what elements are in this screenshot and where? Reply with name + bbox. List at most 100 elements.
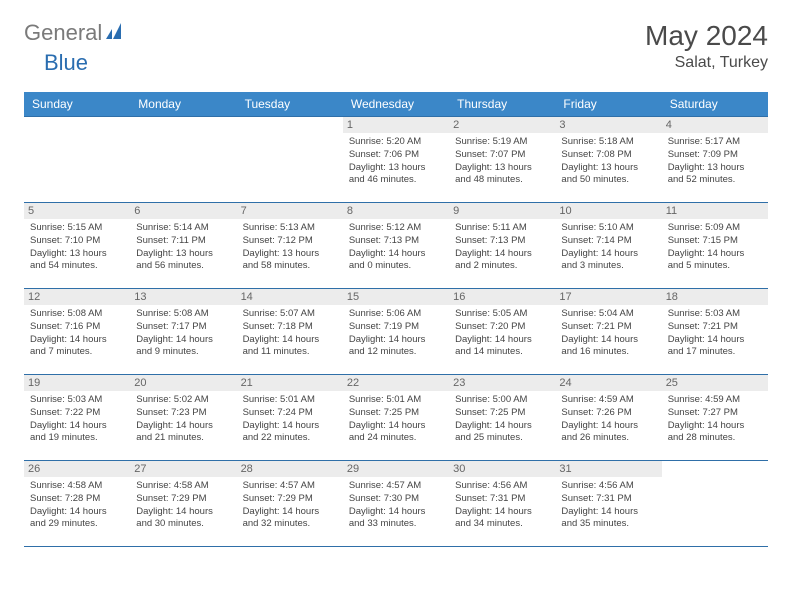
day-number: 2 [449, 117, 555, 133]
calendar-table: Sunday Monday Tuesday Wednesday Thursday… [24, 92, 768, 547]
day-info: Sunrise: 4:57 AMSunset: 7:30 PMDaylight:… [349, 480, 443, 531]
calendar-cell: 21 Sunrise: 5:01 AMSunset: 7:24 PMDayligh… [237, 375, 343, 461]
day-number: 31 [555, 461, 661, 477]
calendar-week-row: 5 Sunrise: 5:15 AMSunset: 7:10 PMDaylight… [24, 203, 768, 289]
calendar-cell: 29 Sunrise: 4:57 AMSunset: 7:30 PMDayligh… [343, 461, 449, 547]
day-number: 30 [449, 461, 555, 477]
day-info: Sunrise: 4:56 AMSunset: 7:31 PMDaylight:… [561, 480, 655, 531]
day-number: 17 [555, 289, 661, 305]
day-info: Sunrise: 5:01 AMSunset: 7:25 PMDaylight:… [349, 394, 443, 445]
day-info: Sunrise: 5:10 AMSunset: 7:14 PMDaylight:… [561, 222, 655, 273]
day-info: Sunrise: 5:20 AMSunset: 7:06 PMDaylight:… [349, 136, 443, 187]
day-header-row: Sunday Monday Tuesday Wednesday Thursday… [24, 92, 768, 117]
day-info: Sunrise: 5:18 AMSunset: 7:08 PMDaylight:… [561, 136, 655, 187]
day-info: Sunrise: 5:05 AMSunset: 7:20 PMDaylight:… [455, 308, 549, 359]
day-info: Sunrise: 5:12 AMSunset: 7:13 PMDaylight:… [349, 222, 443, 273]
calendar-cell: 1 Sunrise: 5:20 AMSunset: 7:06 PMDaylight… [343, 117, 449, 203]
calendar-cell: 13Sunrise: 5:08 AMSunset: 7:17 PMDayligh… [130, 289, 236, 375]
calendar-cell: 23 Sunrise: 5:00 AMSunset: 7:25 PMDayligh… [449, 375, 555, 461]
calendar-cell: 10 Sunrise: 5:10 AMSunset: 7:14 PMDayligh… [555, 203, 661, 289]
calendar-cell: 9Sunrise: 5:11 AMSunset: 7:13 PMDaylight… [449, 203, 555, 289]
logo-text-general: General [24, 20, 102, 46]
day-info: Sunrise: 5:01 AMSunset: 7:24 PMDaylight:… [243, 394, 337, 445]
day-number: 29 [343, 461, 449, 477]
day-number [130, 117, 236, 133]
calendar-cell: 15Sunrise: 5:06 AMSunset: 7:19 PMDayligh… [343, 289, 449, 375]
calendar-cell: 17 Sunrise: 5:04 AMSunset: 7:21 PMDayligh… [555, 289, 661, 375]
day-header: Wednesday [343, 92, 449, 117]
logo: General [24, 20, 130, 46]
day-number: 21 [237, 375, 343, 391]
day-number: 10 [555, 203, 661, 219]
day-info: Sunrise: 5:04 AMSunset: 7:21 PMDaylight:… [561, 308, 655, 359]
day-number: 4 [662, 117, 768, 133]
calendar-week-row: 1 Sunrise: 5:20 AMSunset: 7:06 PMDaylight… [24, 117, 768, 203]
day-number: 9 [449, 203, 555, 219]
day-info: Sunrise: 5:08 AMSunset: 7:17 PMDaylight:… [136, 308, 230, 359]
day-number: 11 [662, 203, 768, 219]
day-number: 22 [343, 375, 449, 391]
day-info: Sunrise: 4:58 AMSunset: 7:28 PMDaylight:… [30, 480, 124, 531]
day-info: Sunrise: 5:08 AMSunset: 7:16 PMDaylight:… [30, 308, 124, 359]
day-info: Sunrise: 5:02 AMSunset: 7:23 PMDaylight:… [136, 394, 230, 445]
day-header: Thursday [449, 92, 555, 117]
day-number: 7 [237, 203, 343, 219]
calendar-cell: 8Sunrise: 5:12 AMSunset: 7:13 PMDaylight… [343, 203, 449, 289]
calendar-cell: 5 Sunrise: 5:15 AMSunset: 7:10 PMDaylight… [24, 203, 130, 289]
calendar-cell: 25 Sunrise: 4:59 AMSunset: 7:27 PMDayligh… [662, 375, 768, 461]
day-info: Sunrise: 5:14 AMSunset: 7:11 PMDaylight:… [136, 222, 230, 273]
day-info: Sunrise: 5:15 AMSunset: 7:10 PMDaylight:… [30, 222, 124, 273]
day-info: Sunrise: 5:00 AMSunset: 7:25 PMDaylight:… [455, 394, 549, 445]
calendar-cell: 19 Sunrise: 5:03 AMSunset: 7:22 PMDayligh… [24, 375, 130, 461]
calendar-cell: 31 Sunrise: 4:56 AMSunset: 7:31 PMDayligh… [555, 461, 661, 547]
day-header: Sunday [24, 92, 130, 117]
calendar-cell: 24Sunrise: 4:59 AMSunset: 7:26 PMDayligh… [555, 375, 661, 461]
day-header: Saturday [662, 92, 768, 117]
calendar-week-row: 26 Sunrise: 4:58 AMSunset: 7:28 PMDayligh… [24, 461, 768, 547]
day-number [24, 117, 130, 133]
calendar-cell: 22 Sunrise: 5:01 AMSunset: 7:25 PMDayligh… [343, 375, 449, 461]
calendar-cell: 11 Sunrise: 5:09 AMSunset: 7:15 PMDayligh… [662, 203, 768, 289]
day-number: 28 [237, 461, 343, 477]
day-number: 12 [24, 289, 130, 305]
day-info: Sunrise: 5:07 AMSunset: 7:18 PMDaylight:… [243, 308, 337, 359]
day-number: 20 [130, 375, 236, 391]
day-info: Sunrise: 5:03 AMSunset: 7:21 PMDaylight:… [668, 308, 762, 359]
calendar-cell: 12 Sunrise: 5:08 AMSunset: 7:16 PMDayligh… [24, 289, 130, 375]
day-number: 25 [662, 375, 768, 391]
day-number [237, 117, 343, 133]
day-number: 5 [24, 203, 130, 219]
day-number: 18 [662, 289, 768, 305]
day-number: 24 [555, 375, 661, 391]
day-header: Tuesday [237, 92, 343, 117]
calendar-week-row: 19 Sunrise: 5:03 AMSunset: 7:22 PMDayligh… [24, 375, 768, 461]
day-number [662, 461, 768, 477]
day-number: 19 [24, 375, 130, 391]
day-number: 1 [343, 117, 449, 133]
day-info: Sunrise: 4:57 AMSunset: 7:29 PMDaylight:… [243, 480, 337, 531]
chart-icon [106, 23, 128, 44]
calendar-cell [662, 461, 768, 547]
logo-text-blue: Blue [44, 50, 88, 75]
day-info: Sunrise: 5:09 AMSunset: 7:15 PMDaylight:… [668, 222, 762, 273]
calendar-week-row: 12 Sunrise: 5:08 AMSunset: 7:16 PMDayligh… [24, 289, 768, 375]
day-info: Sunrise: 4:59 AMSunset: 7:27 PMDaylight:… [668, 394, 762, 445]
calendar-cell: 6Sunrise: 5:14 AMSunset: 7:11 PMDaylight… [130, 203, 236, 289]
day-number: 27 [130, 461, 236, 477]
calendar-cell: 30Sunrise: 4:56 AMSunset: 7:31 PMDayligh… [449, 461, 555, 547]
calendar-cell: 26 Sunrise: 4:58 AMSunset: 7:28 PMDayligh… [24, 461, 130, 547]
day-info: Sunrise: 5:03 AMSunset: 7:22 PMDaylight:… [30, 394, 124, 445]
day-header: Monday [130, 92, 236, 117]
day-number: 16 [449, 289, 555, 305]
calendar-cell [237, 117, 343, 203]
calendar-cell: 18 Sunrise: 5:03 AMSunset: 7:21 PMDayligh… [662, 289, 768, 375]
day-info: Sunrise: 5:17 AMSunset: 7:09 PMDaylight:… [668, 136, 762, 187]
day-info: Sunrise: 5:13 AMSunset: 7:12 PMDaylight:… [243, 222, 337, 273]
day-number: 26 [24, 461, 130, 477]
day-header: Friday [555, 92, 661, 117]
calendar-cell [24, 117, 130, 203]
calendar-cell: 20 Sunrise: 5:02 AMSunset: 7:23 PMDayligh… [130, 375, 236, 461]
day-number: 3 [555, 117, 661, 133]
day-number: 23 [449, 375, 555, 391]
day-number: 15 [343, 289, 449, 305]
